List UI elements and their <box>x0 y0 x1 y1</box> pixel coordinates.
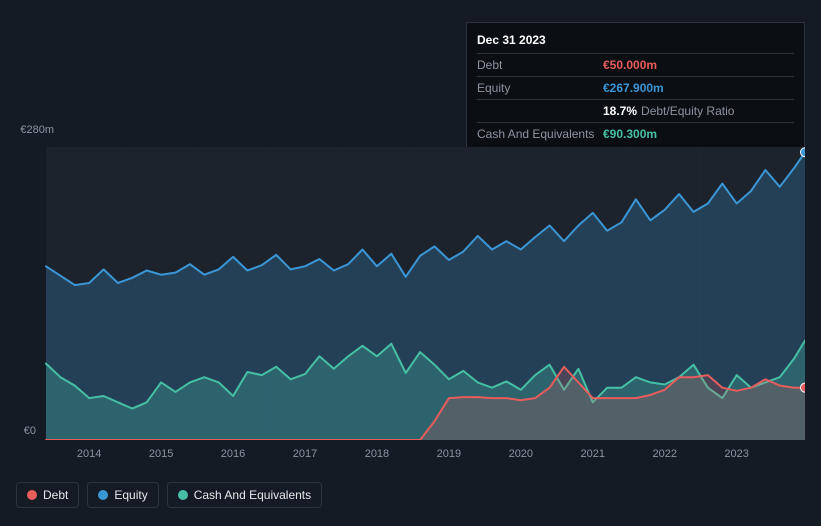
tooltip-ratio-suffix: Debt/Equity Ratio <box>641 104 734 118</box>
legend-label: Equity <box>114 488 147 502</box>
tooltip-row-value: €267.900m <box>603 79 664 97</box>
legend-item-equity[interactable]: Equity <box>87 482 158 508</box>
tooltip-row-debt: Debt €50.000m <box>477 53 794 76</box>
xaxis-tick: 2018 <box>365 448 389 460</box>
legend-item-debt[interactable]: Debt <box>16 482 79 508</box>
tooltip-ratio-value: 18.7% <box>603 104 637 118</box>
xaxis-tick: 2015 <box>149 448 173 460</box>
legend-swatch <box>178 490 188 500</box>
tooltip-date: Dec 31 2023 <box>477 29 794 53</box>
xaxis-tick: 2022 <box>652 448 676 460</box>
xaxis-tick: 2019 <box>437 448 461 460</box>
tooltip-row-value: 18.7% Debt/Equity Ratio <box>603 102 734 120</box>
tooltip-row-ratio: 18.7% Debt/Equity Ratio <box>477 99 794 122</box>
xaxis-tick: 2021 <box>581 448 605 460</box>
chart-area <box>16 147 805 440</box>
legend-label: Debt <box>43 488 68 502</box>
xaxis-tick: 2020 <box>509 448 533 460</box>
tooltip-panel: Dec 31 2023 Debt €50.000m Equity €267.90… <box>466 22 805 150</box>
tooltip-row-label: Debt <box>477 56 603 74</box>
xaxis-tick: 2016 <box>221 448 245 460</box>
tooltip-row-label: Equity <box>477 79 603 97</box>
tooltip-row-equity: Equity €267.900m <box>477 76 794 99</box>
xaxis-tick: 2017 <box>293 448 317 460</box>
legend-item-cash[interactable]: Cash And Equivalents <box>167 482 322 508</box>
yaxis-tick-max: €280m <box>0 124 54 136</box>
tooltip-row-label <box>477 102 603 120</box>
legend-swatch <box>98 490 108 500</box>
tooltip-row-cash: Cash And Equivalents €90.300m <box>477 122 794 145</box>
xaxis-tick: 2023 <box>724 448 748 460</box>
tooltip-row-value: €50.000m <box>603 56 657 74</box>
legend-label: Cash And Equivalents <box>194 488 311 502</box>
legend-swatch <box>27 490 37 500</box>
chart-svg <box>16 147 805 440</box>
tooltip-row-value: €90.300m <box>603 125 657 143</box>
tooltip-row-label: Cash And Equivalents <box>477 125 603 143</box>
xaxis-tick: 2014 <box>77 448 101 460</box>
legend: Debt Equity Cash And Equivalents <box>16 482 322 508</box>
